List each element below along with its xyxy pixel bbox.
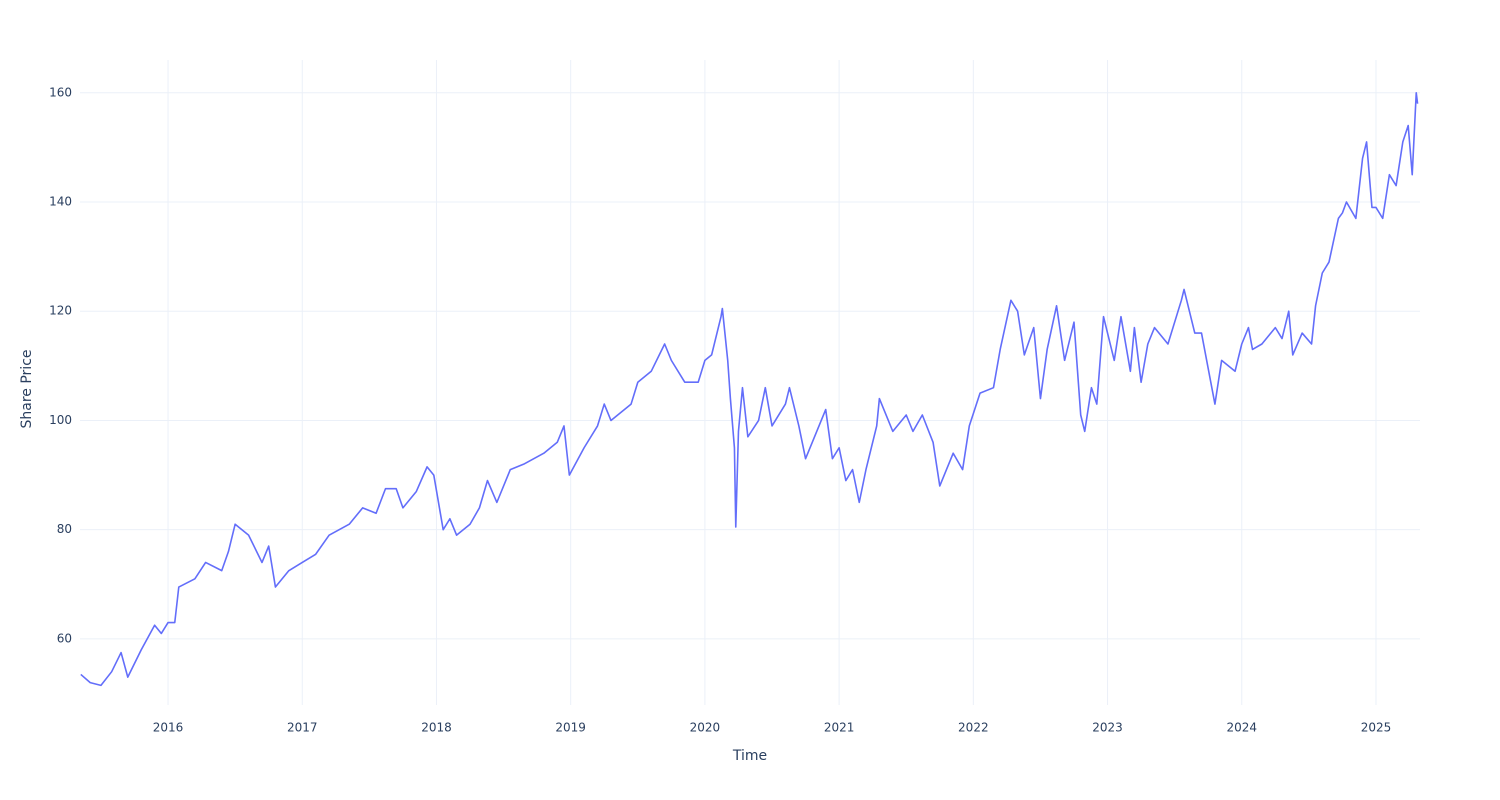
line <box>80 91 1419 687</box>
x-tick-label: 2016 <box>153 721 184 735</box>
y-tick-label: 160 <box>49 85 72 99</box>
y-tick-label: 60 <box>57 631 72 645</box>
x-tick-label: 2024 <box>1226 721 1257 735</box>
x-tick-label: 2022 <box>958 721 989 735</box>
x-tick-label: 2021 <box>824 721 855 735</box>
y-tick-label: 120 <box>49 304 72 318</box>
x-tick-label: 2017 <box>287 721 318 735</box>
x-axis-title: Time <box>732 748 767 764</box>
x-tick-label: 2020 <box>690 721 721 735</box>
x-tick-label: 2025 <box>1361 721 1392 735</box>
y-axis-title: Share Price <box>19 349 35 428</box>
y-tick-label: 140 <box>49 194 72 208</box>
x-tick-label: 2023 <box>1092 721 1123 735</box>
y-tick-label: 80 <box>57 522 72 536</box>
x-tick-label: 2019 <box>555 721 586 735</box>
x-tick-label: 2018 <box>421 721 452 735</box>
y-tick-label: 100 <box>49 413 72 427</box>
